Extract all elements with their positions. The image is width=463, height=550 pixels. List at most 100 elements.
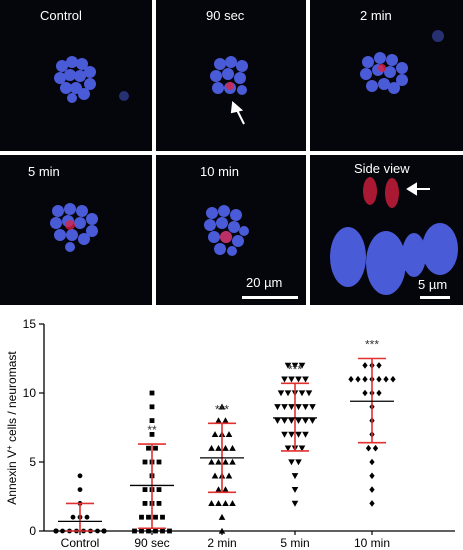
arrow-icon: [230, 100, 245, 125]
scale-bar-label: 5 µm: [418, 277, 448, 292]
data-point: [305, 390, 313, 397]
nuclei-cluster: [204, 205, 249, 256]
x-tick-label: 90 sec: [134, 536, 169, 550]
nuclei-cluster: [54, 56, 129, 103]
data-point: [84, 514, 90, 520]
significance-label: **: [147, 423, 157, 437]
data-point: [291, 500, 299, 507]
panel-label-side-view: Side view: [354, 161, 410, 176]
data-point: [215, 486, 222, 493]
scale-bar: [420, 296, 450, 299]
data-point: [291, 473, 299, 480]
x-tick-label: 5 min: [280, 536, 309, 550]
panel-label-10min: 10 min: [200, 164, 240, 179]
data-point: [142, 459, 148, 465]
data-point: [288, 404, 295, 411]
y-tick-label: 10: [23, 386, 37, 400]
micrograph-5min: [50, 203, 98, 252]
panel-control: Control: [0, 0, 152, 151]
data-point: [376, 389, 382, 397]
data-point: [70, 514, 76, 520]
data-point: [95, 528, 100, 534]
data-point: [362, 362, 368, 369]
data-point: [149, 432, 155, 437]
data-point: [156, 501, 162, 506]
annexin-signal: [378, 64, 386, 72]
panel-label-90sec: 90 sec: [206, 8, 245, 23]
data-point: [365, 444, 372, 452]
data-point: [284, 362, 292, 369]
data-point: [101, 528, 107, 534]
data-point: [211, 472, 219, 479]
annexin-chart: Annexin V+ cells / neuromast 0 5 10 15 Contr…: [5, 317, 455, 550]
panel-side-view: Side view 5 µm: [310, 155, 463, 305]
data-point: [302, 417, 309, 424]
data-point: [160, 514, 165, 520]
data-point: [218, 527, 226, 534]
data-point: [53, 528, 59, 534]
data-point: [160, 528, 165, 534]
data-point: [309, 417, 316, 424]
data-point: [222, 458, 229, 465]
y-tick-label: 5: [29, 455, 36, 469]
data-point: [222, 486, 229, 493]
data-point: [77, 473, 83, 479]
data-point: [281, 376, 288, 383]
data-point: [281, 417, 288, 424]
micrograph-90sec: [210, 56, 248, 125]
data-point: [60, 528, 65, 534]
data-point: [132, 528, 137, 534]
nuclei-side: [330, 223, 458, 295]
data-point: [295, 417, 302, 424]
data-point: [139, 514, 144, 520]
annexin-signal: [363, 177, 399, 208]
data-point: [295, 376, 302, 383]
data-point: [348, 375, 354, 383]
data-point: [215, 417, 222, 424]
y-axis-label-sup: +: [5, 445, 14, 450]
data-point: [208, 500, 215, 507]
data-point: [298, 362, 306, 369]
y-tick-label: 0: [29, 524, 36, 538]
data-point: [218, 513, 226, 520]
data-point: [281, 404, 288, 411]
data-point: [288, 431, 295, 438]
panel-5min: 5 min: [0, 155, 152, 305]
data-point: [372, 444, 379, 452]
data-point: [149, 390, 155, 396]
annexin-signal: [65, 220, 75, 230]
data-point: [149, 418, 155, 423]
data-point: [156, 459, 162, 465]
micrograph-2min: [360, 30, 444, 94]
panel-10min: 10 min 20 µm: [156, 155, 306, 305]
data-point: [369, 458, 375, 466]
data-point: [149, 404, 155, 410]
data-point: [291, 486, 299, 493]
data-point: [390, 375, 396, 383]
data-point: [302, 376, 309, 383]
data-point: [383, 375, 389, 383]
data-point: [295, 404, 302, 411]
data-point: [77, 487, 83, 492]
data-point: [288, 459, 295, 466]
data-point: [222, 417, 229, 424]
data-point: [225, 472, 233, 479]
scale-bar: [242, 296, 298, 299]
micrograph-10min: [204, 205, 249, 256]
annexin-signal: [220, 231, 232, 243]
data-point: [362, 375, 368, 383]
micrograph-side-view: [330, 177, 458, 295]
data-point: [222, 500, 229, 507]
data-point: [146, 528, 151, 534]
data-point: [153, 528, 158, 534]
data-point: [156, 487, 162, 492]
data-point: [229, 444, 236, 451]
data-point: [167, 528, 172, 534]
data-point: [295, 459, 302, 466]
panel-label-control: Control: [40, 8, 82, 23]
nuclei-cluster: [50, 203, 98, 252]
data-point: [309, 404, 316, 411]
data-point: [225, 431, 233, 438]
y-axis-label: Annexin V+ cells / neuromast: [5, 351, 20, 505]
panel-2min: 2 min: [310, 0, 463, 151]
